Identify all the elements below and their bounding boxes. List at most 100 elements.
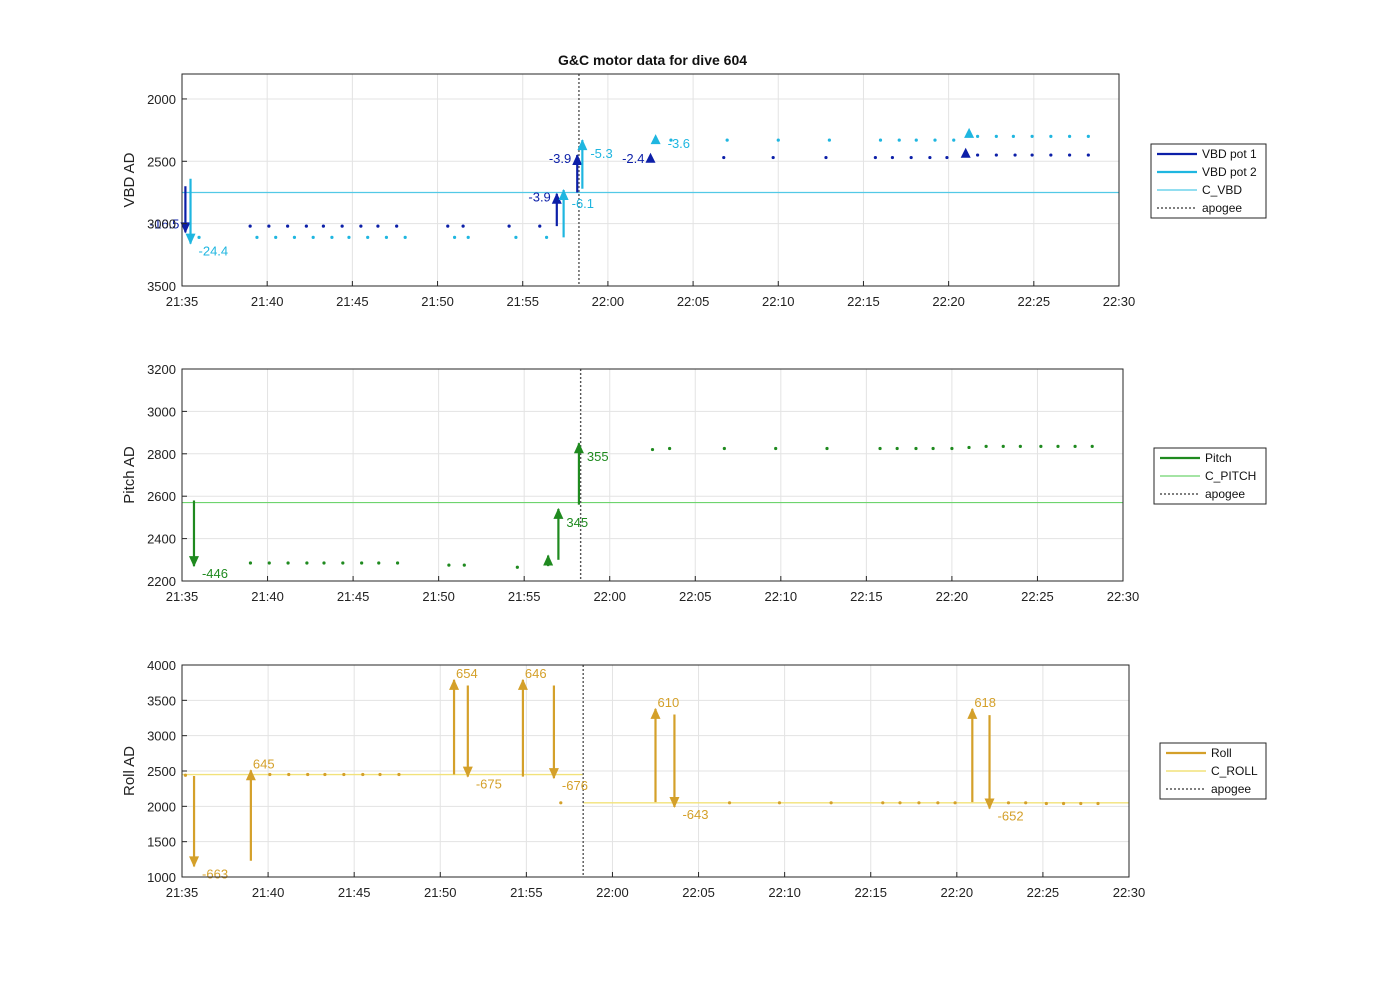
move-arrow-head [553,507,564,519]
move-arrow-head [551,192,562,204]
data-point [776,138,780,142]
data-point [384,235,389,239]
move-arrow-head [967,707,978,719]
legend-entry: VBD pot 2 [1202,165,1257,179]
data-point [446,224,450,228]
x-tick-label: 22:15 [850,589,883,604]
y-axis-label: Roll AD [121,746,138,796]
data-point [774,446,778,451]
y-tick-label: 3500 [147,279,176,294]
move-arrow-head [517,678,528,690]
move-arrow-head [548,768,559,780]
x-tick-label: 21:45 [336,294,369,309]
move-arrow-head [984,798,995,810]
data-point [304,224,308,228]
data-point [544,235,549,239]
data-point [268,772,272,777]
legend-entry: apogee [1205,487,1245,501]
panel-2: -446 345 355 21:35 21:40 21:45 21:50 21:55 22:00… [121,362,1267,604]
move-label: -5.3 [590,146,612,161]
x-tick-label: 22:05 [682,885,715,900]
data-point [305,561,309,565]
y-tick-label: 2000 [147,799,176,814]
x-tick-label: 22:30 [1103,294,1136,309]
move-label: -3.6 [668,136,690,151]
x-tick-label: 21:55 [510,885,543,900]
data-point [950,446,954,451]
x-tick-label: 22:25 [1027,885,1060,900]
y-tick-label: 2500 [147,154,176,169]
data-point [936,801,940,805]
data-point [917,801,921,805]
x-tick-label: 21:35 [166,589,199,604]
legend-entry: apogee [1211,782,1251,796]
data-point [397,772,401,777]
axes-box [181,368,1124,582]
x-tick-label: 21:55 [506,294,539,309]
data-point [1001,444,1005,448]
data-point [1096,801,1100,806]
move-label: -16.5 [150,216,180,231]
move-label: 345 [566,515,588,530]
series-vbd-pot-2: -24.4 -6.1 -5.3 -3.6 [185,127,1090,259]
data-point [984,444,988,448]
x-tick-label: 22:05 [679,589,712,604]
x-tick-label: 22:00 [593,589,626,604]
y-tick-label: 3000 [147,729,176,744]
data-point [359,224,363,228]
data-point [1061,801,1066,806]
data-point [898,801,902,805]
series-vbd-pot-1: -16.5 -3.9 -3.9 -2.4 [150,147,1090,234]
data-point [330,235,334,239]
data-point [274,235,278,239]
data-point [183,773,188,777]
data-point [377,561,381,565]
data-point [255,235,259,239]
data-point [914,138,918,142]
data-point [452,235,457,239]
x-tick-label: 21:45 [337,589,370,604]
legend-entry: Roll [1211,746,1232,760]
data-point [1049,134,1053,138]
data-point [322,561,326,565]
data-point [897,138,901,142]
panel-1: -16.5 -3.9 -3.9 -2.4 -24.4 -6.1 -5.3 -3.6 21:35 2… [121,73,1267,309]
data-point [994,153,998,157]
data-point [197,235,201,239]
data-point [953,801,957,805]
data-point [827,138,831,142]
data-point [829,801,833,805]
data-point [777,801,782,805]
data-point [342,772,346,777]
data-point [1049,153,1053,157]
data-point [994,134,998,138]
move-marker [960,147,971,158]
x-tick-label: 22:25 [1018,294,1051,309]
x-tick-label: 22:30 [1113,885,1146,900]
legend-entry: Pitch [1205,451,1232,465]
move-arrow-head [572,154,583,166]
data-point [395,561,400,565]
data-point [514,235,518,239]
move-marker [964,127,975,138]
data-point [366,235,370,239]
x-tick-label: 21:35 [166,294,199,309]
data-point [669,138,673,142]
legend-box [1150,143,1267,219]
data-point [725,138,729,142]
move-label: -663 [202,866,228,881]
data-point [909,155,913,160]
data-point [1018,444,1022,448]
data-point [361,772,365,777]
move-label: 610 [658,695,680,710]
data-point [975,134,980,138]
data-point [321,224,326,228]
y-tick-label: 2200 [147,574,176,589]
legend-entry: apogee [1202,201,1242,215]
data-point [722,155,726,160]
y-tick-label: 1500 [147,835,176,850]
data-point [360,561,364,565]
